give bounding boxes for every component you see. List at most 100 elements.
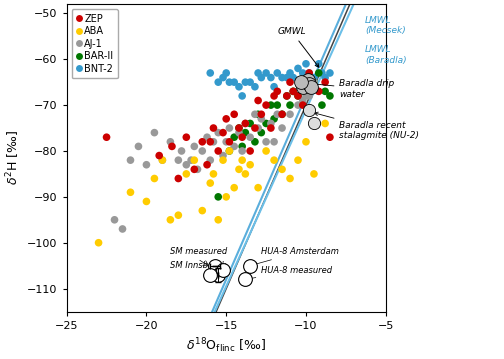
Point	[230, 185, 238, 191]
Point	[305, 107, 313, 113]
Point	[214, 148, 222, 154]
Point	[238, 134, 246, 140]
Point	[222, 139, 230, 145]
Point	[310, 79, 318, 85]
Point	[246, 148, 254, 154]
Point	[241, 79, 249, 85]
Point	[214, 194, 222, 200]
Text: Baradla recent
stalagmite (NU-2): Baradla recent stalagmite (NU-2)	[314, 112, 419, 140]
Point	[241, 121, 249, 126]
Point	[303, 77, 311, 83]
Point	[305, 93, 313, 99]
Point	[262, 102, 270, 108]
Point	[254, 111, 262, 117]
Point	[302, 139, 310, 145]
Point	[206, 157, 214, 163]
Point	[206, 180, 214, 186]
Point	[310, 121, 318, 126]
Point	[278, 111, 286, 117]
Point	[174, 157, 182, 163]
Point	[286, 79, 294, 85]
Point	[238, 148, 246, 154]
Point	[235, 130, 243, 135]
Point	[214, 217, 222, 223]
Point	[270, 93, 278, 99]
Point	[254, 125, 262, 131]
Point	[225, 79, 233, 85]
Point	[321, 88, 329, 94]
Point	[286, 176, 294, 181]
Point	[225, 148, 233, 154]
Point	[238, 93, 246, 99]
Point	[318, 102, 326, 108]
Point	[257, 111, 265, 117]
Point	[314, 61, 323, 67]
Point	[299, 84, 307, 90]
Point	[219, 153, 227, 158]
Point	[294, 102, 302, 108]
Point	[158, 157, 166, 163]
Point	[177, 148, 185, 154]
Point	[214, 130, 222, 135]
Point	[198, 139, 206, 145]
Point	[326, 93, 334, 99]
Point	[262, 70, 270, 76]
Point	[158, 157, 166, 163]
Point	[150, 130, 158, 135]
Point	[246, 162, 254, 168]
Point	[270, 139, 278, 145]
Point	[299, 70, 307, 76]
Point	[318, 70, 326, 76]
Point	[270, 157, 278, 163]
Point	[321, 75, 329, 80]
Point	[254, 70, 262, 76]
Point	[246, 263, 254, 269]
Point	[238, 157, 246, 163]
Point	[286, 111, 294, 117]
Point	[326, 70, 334, 76]
Point	[257, 130, 265, 135]
Point	[262, 148, 270, 154]
Point	[267, 75, 275, 80]
Point	[302, 88, 310, 94]
Point	[194, 167, 202, 172]
Point	[135, 144, 143, 149]
Point	[174, 176, 182, 181]
Point	[257, 75, 265, 80]
Point	[262, 121, 270, 126]
Point	[182, 171, 191, 177]
Point	[294, 66, 302, 71]
Point	[241, 121, 249, 126]
Point	[305, 79, 313, 85]
Point	[203, 162, 211, 168]
Point	[166, 217, 174, 223]
Point	[219, 157, 227, 163]
Point	[206, 272, 214, 278]
Point	[254, 185, 262, 191]
Point	[198, 148, 206, 154]
Point	[302, 79, 310, 85]
Point	[270, 116, 278, 122]
Point	[150, 176, 158, 181]
Point	[191, 167, 199, 172]
Point	[273, 88, 281, 94]
Point	[143, 162, 151, 168]
Point	[299, 84, 307, 90]
Point	[230, 111, 238, 117]
Point	[238, 144, 246, 149]
Point	[246, 134, 254, 140]
Point	[209, 125, 217, 131]
Point	[278, 75, 286, 80]
Point	[305, 70, 313, 76]
Point	[262, 139, 270, 145]
Point	[241, 276, 249, 282]
Point	[102, 134, 110, 140]
Point	[235, 125, 243, 131]
Point	[257, 116, 265, 122]
Point	[299, 102, 307, 108]
Point	[270, 84, 278, 90]
Point	[321, 121, 329, 126]
Point	[225, 148, 233, 154]
Point	[219, 75, 227, 80]
Point	[219, 130, 227, 135]
